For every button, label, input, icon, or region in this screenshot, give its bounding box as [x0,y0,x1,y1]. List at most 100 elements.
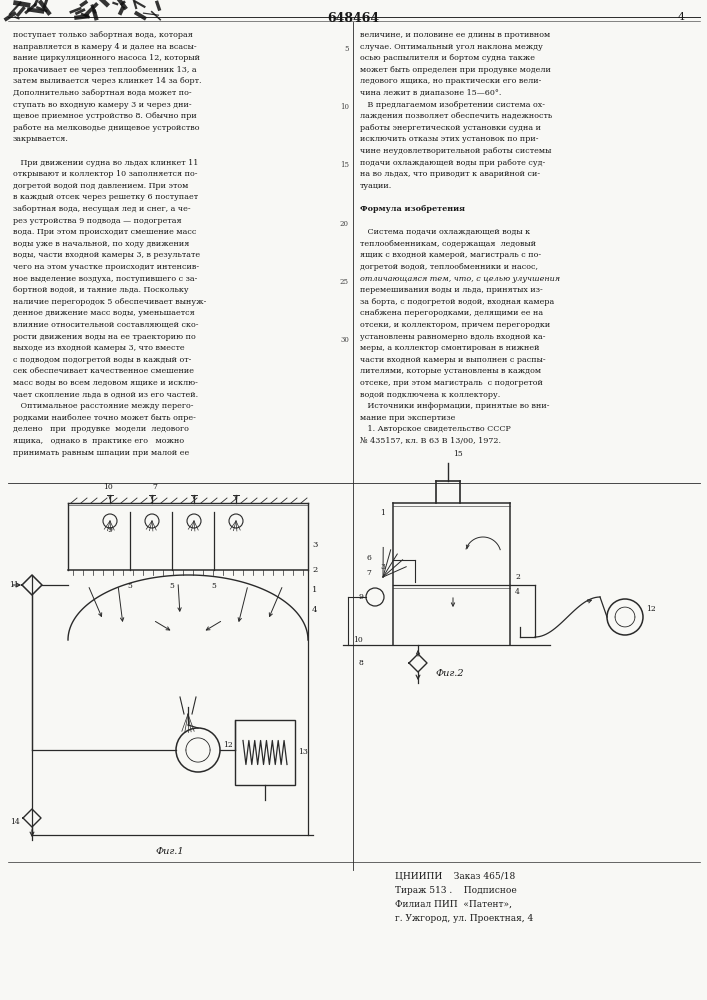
Text: 15: 15 [453,450,463,458]
Text: 1. Авторское свидетельство СССР: 1. Авторское свидетельство СССР [360,425,510,433]
Text: Формула изобретения: Формула изобретения [360,205,465,213]
Text: ное выделение воздуха, поступившего с за-: ное выделение воздуха, поступившего с за… [13,275,197,283]
Text: 5: 5 [170,582,175,590]
Text: 6: 6 [366,554,371,562]
Text: № 435157, кл. В 63 В 13/00, 1972.: № 435157, кл. В 63 В 13/00, 1972. [360,437,501,445]
Bar [235,720,295,785]
Text: меры, а коллектор смонтирован в нижней: меры, а коллектор смонтирован в нижней [360,344,539,352]
Text: чина лежит в диапазоне 15—60°.: чина лежит в диапазоне 15—60°. [360,89,501,97]
Text: 7: 7 [366,569,371,577]
Text: 13: 13 [298,748,308,756]
Text: 11: 11 [9,581,19,589]
Text: чего на этом участке происходит интенсив-: чего на этом участке происходит интенсив… [13,263,199,271]
Text: мание при экспертизе: мание при экспертизе [360,414,455,422]
Text: родками наиболее точно может быть опре-: родками наиболее точно может быть опре- [13,414,196,422]
Text: 3: 3 [312,541,317,549]
Text: в каждый отсек через решетку 6 поступает: в каждый отсек через решетку 6 поступает [13,193,198,201]
Text: перемешивания воды и льда, принятых из-: перемешивания воды и льда, принятых из- [360,286,543,294]
Text: 648464: 648464 [327,12,379,25]
Text: отличающаяся тем, что, с целью улучшения: отличающаяся тем, что, с целью улучшения [360,275,560,283]
Text: 5: 5 [344,45,349,53]
Text: ящика,   однако в  практике его   можно: ящика, однако в практике его можно [13,437,184,445]
Text: 12: 12 [646,605,656,613]
Text: 4: 4 [515,588,520,596]
Text: денное движение масс воды, уменьшается: денное движение масс воды, уменьшается [13,309,194,317]
Text: В предлагаемом изобретении система ох-: В предлагаемом изобретении система ох- [360,101,545,109]
Text: 3: 3 [380,563,385,571]
Text: 12: 12 [223,741,233,749]
Text: на во льдах, что приводит к аварийной си-: на во льдах, что приводит к аварийной си… [360,170,540,178]
Text: ящик с входной камерой, магистраль с по-: ящик с входной камерой, магистраль с по- [360,251,541,259]
Text: ступать во входную камеру 3 и через дни-: ступать во входную камеру 3 и через дни- [13,101,192,109]
Text: установлены равномерно вдоль входной ка-: установлены равномерно вдоль входной ка- [360,333,546,341]
Text: вода. При этом происходит смешение масс: вода. При этом происходит смешение масс [13,228,197,236]
Text: поступает только забортная вода, которая: поступает только забортная вода, которая [13,31,193,39]
Text: 7: 7 [153,483,158,491]
Text: Источники информации, принятые во вни-: Источники информации, принятые во вни- [360,402,549,410]
Text: делено   при  продувке  модели  ледового: делено при продувке модели ледового [13,425,189,433]
Text: щевое приемное устройство 8. Обычно при: щевое приемное устройство 8. Обычно при [13,112,197,120]
Text: воды, части входной камеры 3, в результате: воды, части входной камеры 3, в результа… [13,251,200,259]
Text: 5: 5 [211,582,216,590]
Text: отсеке, при этом магистраль  с подогретой: отсеке, при этом магистраль с подогретой [360,379,543,387]
Text: 9: 9 [107,526,112,534]
Text: чине неудовлетворительной работы системы: чине неудовлетворительной работы системы [360,147,551,155]
Text: лаждения позволяет обеспечить надежность: лаждения позволяет обеспечить надежность [360,112,552,120]
Text: работе на мелководье днищевое устройство: работе на мелководье днищевое устройство [13,124,199,132]
Text: 1: 1 [312,586,317,594]
Text: 2: 2 [515,573,520,581]
Text: направляется в камеру 4 и далее на всасы-: направляется в камеру 4 и далее на всасы… [13,43,197,51]
Text: ЦНИИПИ    Заказ 465/18: ЦНИИПИ Заказ 465/18 [395,872,515,881]
Text: 1: 1 [380,509,385,517]
Text: прокачивает ее через теплообменник 13, а: прокачивает ее через теплообменник 13, а [13,66,197,74]
Text: вание циркуляционного насоса 12, который: вание циркуляционного насоса 12, который [13,54,200,62]
Text: рез устройства 9 подвода — подогретая: рез устройства 9 подвода — подогретая [13,217,182,225]
Text: подачи охлаждающей воды при работе суд-: подачи охлаждающей воды при работе суд- [360,159,545,167]
Text: 14: 14 [10,818,20,826]
Text: 9: 9 [358,593,363,601]
Text: Фиг.2: Фиг.2 [436,668,464,678]
Text: Тираж 513 .    Подписное: Тираж 513 . Подписное [395,886,517,895]
Text: осью распылителя и бортом судна также: осью распылителя и бортом судна также [360,54,535,62]
Text: Фиг.1: Фиг.1 [156,848,185,856]
Text: 25: 25 [340,278,349,286]
Text: При движении судна во льдах клинкет 11: При движении судна во льдах клинкет 11 [13,159,199,167]
Text: наличие перегородок 5 обеспечивает вынуж-: наличие перегородок 5 обеспечивает вынуж… [13,298,206,306]
Text: чает скопление льда в одной из его частей.: чает скопление льда в одной из его часте… [13,391,198,399]
Text: может быть определен при продувке модели: может быть определен при продувке модели [360,66,551,74]
Text: ледового ящика, но практически его вели-: ледового ящика, но практически его вели- [360,77,542,85]
Text: 8: 8 [358,659,363,667]
Text: закрывается.: закрывается. [13,135,69,143]
Text: затем выливается через клинкет 14 за борт.: затем выливается через клинкет 14 за бор… [13,77,201,85]
Text: бортной водой, и таяние льда. Поскольку: бортной водой, и таяние льда. Поскольку [13,286,189,294]
Text: 4: 4 [678,12,685,22]
Text: забортная вода, несущая лед и снег, а че-: забортная вода, несущая лед и снег, а че… [13,205,191,213]
Text: рости движения воды на ее траекторию по: рости движения воды на ее траекторию по [13,333,196,341]
Text: теплообменникам, содержащая  ледовый: теплообменникам, содержащая ледовый [360,240,536,248]
Text: догретой водой, теплообменники и насос,: догретой водой, теплообменники и насос, [360,263,538,271]
Text: 5: 5 [127,582,132,590]
Text: части входной камеры и выполнен с распы-: части входной камеры и выполнен с распы- [360,356,546,364]
Text: 10: 10 [340,103,349,111]
Text: Система подачи охлаждающей воды к: Система подачи охлаждающей воды к [360,228,530,236]
Text: водой подключена к коллектору.: водой подключена к коллектору. [360,391,501,399]
Text: 10: 10 [354,636,363,644]
Text: сек обеспечивает качественное смешение: сек обеспечивает качественное смешение [13,367,194,375]
Text: 2: 2 [312,566,317,574]
Text: лителями, которые установлены в каждом: лителями, которые установлены в каждом [360,367,541,375]
Text: 4: 4 [312,606,317,614]
Text: случае. Оптимальный угол наклона между: случае. Оптимальный угол наклона между [360,43,543,51]
Text: 30: 30 [340,336,349,344]
Text: отсеки, и коллектором, причем перегородки: отсеки, и коллектором, причем перегородк… [360,321,550,329]
Text: Филиал ПИП  «Патент»,: Филиал ПИП «Патент», [395,900,512,909]
Text: исключить отказы этих установок по при-: исключить отказы этих установок по при- [360,135,539,143]
Text: воды уже в начальной, по ходу движения: воды уже в начальной, по ходу движения [13,240,189,248]
Text: 10: 10 [103,483,113,491]
Text: догретой водой под давлением. При этом: догретой водой под давлением. При этом [13,182,188,190]
Text: Оптимальное расстояние между перего-: Оптимальное расстояние между перего- [13,402,194,410]
Text: с подводом подогретой воды в каждый от-: с подводом подогретой воды в каждый от- [13,356,192,364]
Text: за борта, с подогретой водой, входная камера: за борта, с подогретой водой, входная ка… [360,298,554,306]
Text: снабжена перегородками, делящими ее на: снабжена перегородками, делящими ее на [360,309,543,317]
Text: Дополнительно забортная вода может по-: Дополнительно забортная вода может по- [13,89,192,97]
Text: принимать равным шпации при малой ее: принимать равным шпации при малой ее [13,449,189,457]
